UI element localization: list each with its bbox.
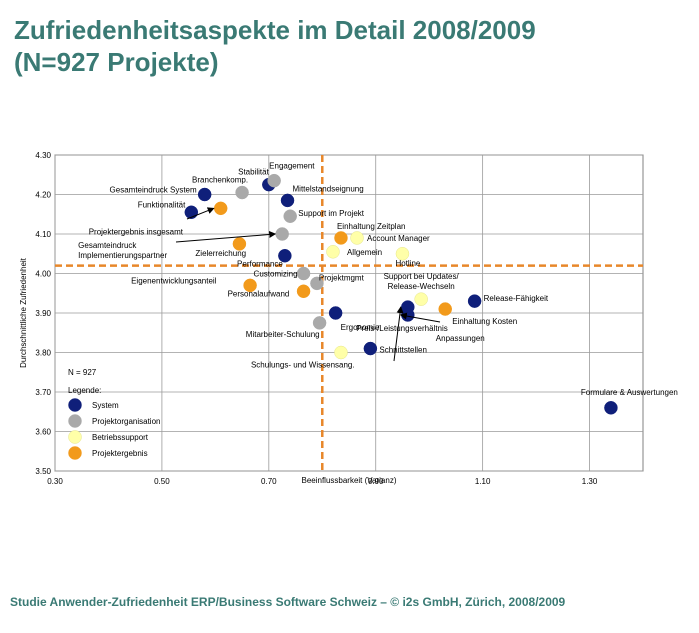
point-gesamteindruck-implementierungspartner xyxy=(275,227,289,241)
x-axis-label: Beeinflussbarkeit (Varianz) xyxy=(301,476,396,485)
y-tick-label: 4.00 xyxy=(35,270,51,279)
point-label-anpassungen: Anpassungen xyxy=(436,334,485,343)
point-label-stabilitat: Stabilität xyxy=(238,168,269,177)
point-release-fahigkeit xyxy=(467,294,482,308)
legend-note: N = 927 xyxy=(68,368,97,377)
title-line-1: Zufriedenheitsaspekte im Detail 2008/200… xyxy=(14,15,536,45)
tick-labels: 3.50 3.60 3.70 3.80 3.90 4.00 4.10 4.20 4.30 0.30… xyxy=(35,151,597,485)
legend-swatch-system xyxy=(68,398,82,412)
page-title: Zufriedenheitsaspekte im Detail 2008/200… xyxy=(14,14,684,78)
point-label-projektergebnis-insgesamt: Projektergebnis insgesamt xyxy=(89,227,184,236)
x-tick-label: 0.50 xyxy=(154,477,170,485)
legend-label-projektergebnis: Projektergebnis xyxy=(92,449,148,458)
point-branchenkomp xyxy=(235,185,249,200)
point-label-support-bei-updates-release-wechseln: Support bei Updates/Release-Wechseln xyxy=(384,272,460,291)
title-line-2: (N=927 Projekte) xyxy=(14,47,219,77)
x-tick-label: 1.30 xyxy=(582,477,598,485)
x-tick-label: 0.70 xyxy=(261,477,277,485)
point-allgemein xyxy=(326,245,340,259)
point-label-einhaltung-kosten: Einhaltung Kosten xyxy=(452,317,517,326)
arrow-preis-leistungsverhaltnis xyxy=(393,306,404,362)
arrow-anpassungen xyxy=(399,312,441,323)
point-label-gesamteindruck-implementierungspartner: Gesamteindruck Implementierungspartner xyxy=(78,241,167,260)
reference-lines xyxy=(55,155,643,471)
y-tick-label: 4.30 xyxy=(35,151,51,160)
point-labels: Gesamteindruck System Funktionalität Stabi… xyxy=(78,162,678,397)
point-label-customizing: Customizing xyxy=(254,270,298,279)
point-mittelstandseignung xyxy=(280,193,295,208)
x-tick-label: 0.30 xyxy=(47,477,63,485)
legend-title: Legende: xyxy=(68,386,101,395)
point-customizing xyxy=(296,266,311,281)
point-mitarbeiter-schulung xyxy=(312,316,327,330)
point-label-zielerreichung: Zielerreichung xyxy=(195,249,246,258)
point-label-schnittstellen: Schnittstellen xyxy=(379,346,427,355)
point-engagement xyxy=(267,173,281,188)
point-einhaltung-kosten xyxy=(438,302,452,316)
y-axis-label: Durchschnittliche Zufriedenheit xyxy=(19,257,28,368)
point-personalaufwand xyxy=(296,284,311,299)
scatter-chart: 3.50 3.60 3.70 3.80 3.90 4.00 4.10 4.20 4.30 0.30… xyxy=(19,151,678,485)
point-formulare-auswertungen xyxy=(604,401,618,415)
point-label-mittelstandseignung: Mittelstandseignung xyxy=(293,184,364,193)
grid xyxy=(54,154,643,472)
legend-label-betriebssupport: Betriebssupport xyxy=(92,433,149,442)
point-einhaltung-zeitplan xyxy=(334,231,348,245)
y-tick-label: 3.90 xyxy=(35,309,51,318)
point-support-im-projekt xyxy=(283,209,297,223)
x-tick-label: 0.90 xyxy=(368,477,384,485)
point-label-account-manager: Account Manager xyxy=(367,234,430,243)
legend-label-system: System xyxy=(92,401,119,410)
point-label-performance: Performance xyxy=(237,260,283,269)
y-tick-label: 3.70 xyxy=(35,388,51,397)
point-support-bei-updates-release-wechseln xyxy=(414,292,428,306)
footer-credit: Studie Anwender-Zufriedenheit ERP/Busine… xyxy=(10,595,566,609)
point-label-einhaltung-zeitplan: Einhaltung Zeitplan xyxy=(337,222,406,231)
point-label-projektmgmt: Projektmgmt xyxy=(319,273,365,282)
annotation-arrows xyxy=(175,207,441,362)
point-schnittstellen xyxy=(363,341,378,356)
point-label-branchenkomp: Branchenkomp. xyxy=(192,176,248,185)
point-projektmgmt xyxy=(310,276,324,291)
point-hotline xyxy=(395,247,410,261)
point-projektergebnis-insgesamt xyxy=(213,201,228,216)
point-label-release-fahigkeit: Release-Fähigkeit xyxy=(484,294,549,303)
y-tick-label: 3.60 xyxy=(35,428,51,437)
arrow-projektergebnis-insgesamt xyxy=(186,207,215,220)
legend-items: System Projektorganisation Betriebssupport… xyxy=(68,398,160,460)
point-performance xyxy=(278,248,292,263)
point-label-preis-leistungsverhaltnis: Preis-/Leistungsverhältnis xyxy=(356,324,448,333)
point-label-support-im-projekt: Support im Projekt xyxy=(298,209,365,218)
legend-swatch-projektorganisation xyxy=(68,414,82,428)
point-label-formulare-auswertungen: Formulare & Auswertungen xyxy=(581,388,678,397)
point-label-ergonomie: Ergonomie xyxy=(341,323,380,332)
y-tick-label: 4.10 xyxy=(35,230,51,239)
point-label-personalaufwand: Personalaufwand xyxy=(228,289,290,298)
point-label-gesamteindruck-system: Gesamteindruck System xyxy=(110,186,197,195)
point-label-mitarbeiter-schulung: Mitarbeiter-Schulung xyxy=(246,330,320,339)
legend-label-projektorganisation: Projektorganisation xyxy=(92,417,160,426)
point-label-schulungs-und-wissensang: Schulungs- und Wissensang. xyxy=(251,361,355,370)
point-label-engagement: Engagement xyxy=(269,162,315,171)
arrow-gesamteindruck-implementierungspartner xyxy=(175,230,277,243)
point-eigenentwicklungsanteil xyxy=(243,278,257,293)
point-label-hotline: Hotline xyxy=(395,259,420,268)
legend-swatch-projektergebnis xyxy=(68,446,82,460)
point-label-funktionalitat: Funktionalität xyxy=(138,200,186,209)
legend: N = 927 Legende: System Projektorganisati… xyxy=(68,368,160,460)
point-label-allgemein: Allgemein xyxy=(347,248,382,257)
data-points xyxy=(184,173,618,415)
point-account-manager xyxy=(350,231,364,245)
point-gesamteindruck-system xyxy=(197,187,212,202)
y-tick-label: 4.20 xyxy=(35,191,51,200)
y-tick-label: 3.50 xyxy=(35,467,51,476)
legend-swatch-betriebssupport xyxy=(68,430,82,444)
point-ergonomie xyxy=(328,306,343,320)
point-label-eigenentwicklungsanteil: Eigenentwicklungsanteil xyxy=(131,276,217,285)
point-schulungs-und-wissensang xyxy=(334,345,348,360)
y-tick-label: 3.80 xyxy=(35,349,51,358)
x-tick-label: 1.10 xyxy=(475,477,491,485)
